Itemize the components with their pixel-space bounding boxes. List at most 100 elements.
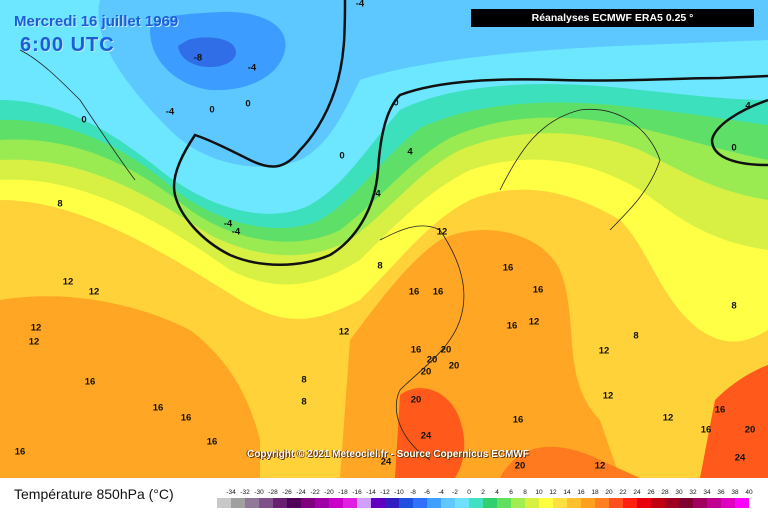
isotherm-label: 12 xyxy=(528,316,540,328)
legend-tick-label: 0 xyxy=(467,489,471,496)
legend-swatch xyxy=(315,498,329,508)
isotherm-label: 16 xyxy=(84,376,96,388)
legend-swatch xyxy=(469,498,483,508)
legend-tick-label: -6 xyxy=(424,489,430,496)
isotherm-label: 20 xyxy=(744,424,756,436)
isotherm-label: 8 xyxy=(377,260,383,272)
legend-swatch xyxy=(539,498,553,508)
legend-tick-label: -34 xyxy=(226,489,236,496)
zero-degree-isotherm xyxy=(172,0,768,266)
scandinavia-coast xyxy=(499,108,661,231)
isotherm-label: 16 xyxy=(506,320,518,332)
legend-tick-label: 12 xyxy=(549,489,557,496)
isotherm-label: 20 xyxy=(514,460,526,472)
isotherm-label: -4 xyxy=(247,62,257,74)
map-time: 6:00 UTC xyxy=(20,34,115,56)
legend-tick-label: 14 xyxy=(563,489,571,496)
isotherm-label: 12 xyxy=(30,322,42,334)
legend-swatch xyxy=(497,498,511,508)
legend-tick-label: -18 xyxy=(338,489,348,496)
isotherm-label: 12 xyxy=(88,286,100,298)
legend-tick-label: 16 xyxy=(577,489,585,496)
isotherm-label: 24 xyxy=(380,456,392,468)
legend-swatch xyxy=(721,498,735,508)
isotherm-label: 8 xyxy=(57,198,63,210)
isotherm-label: 12 xyxy=(662,412,674,424)
legend-tick-label: -10 xyxy=(394,489,404,496)
isotherm-label: 0 xyxy=(731,142,737,154)
isotherm-label: 12 xyxy=(436,226,448,238)
isotherm-label: 16 xyxy=(152,402,164,414)
legend-swatch xyxy=(385,498,399,508)
legend-swatch xyxy=(735,498,749,508)
isotherm-label: 0 xyxy=(245,98,251,110)
europe-coast xyxy=(379,225,465,461)
isotherm-label: 12 xyxy=(338,326,350,338)
isotherm-label: 4 xyxy=(407,146,413,158)
temperature-850hpa-map xyxy=(0,0,768,478)
legend-tick-label: -20 xyxy=(324,489,334,496)
isotherm-label: 12 xyxy=(594,460,606,472)
isotherm-label: -4 xyxy=(165,106,175,118)
legend-swatch xyxy=(231,498,245,508)
legend-tick-label: -16 xyxy=(352,489,362,496)
isotherm-label: 20 xyxy=(440,344,452,356)
legend-tick-label: 34 xyxy=(703,489,711,496)
legend-tick-label: -8 xyxy=(410,489,416,496)
isotherm-label: 16 xyxy=(14,446,26,458)
isotherm-label: 16 xyxy=(512,414,524,426)
legend-swatch xyxy=(245,498,259,508)
legend-swatch xyxy=(707,498,721,508)
isotherm-label: 16 xyxy=(206,436,218,448)
isotherm-label: 8 xyxy=(301,396,307,408)
zero-degree-isotherm-east xyxy=(710,98,768,167)
isotherm-label: 16 xyxy=(502,262,514,274)
legend-swatch xyxy=(287,498,301,508)
source-badge: Réanalyses ECMWF ERA5 0.25 ° xyxy=(471,9,754,27)
legend-swatch xyxy=(525,498,539,508)
orange-zone xyxy=(0,296,260,478)
legend-title: Température 850hPa (°C) xyxy=(14,486,174,502)
red-zone-east xyxy=(700,365,768,478)
legend-tick-label: -12 xyxy=(380,489,390,496)
legend-color-scale: -34 -32 -30 -28 -26 -24 -22 -20 -18 -16 -14 -12 -10-… xyxy=(217,489,753,508)
legend-tick-label: -14 xyxy=(366,489,376,496)
isotherm-label: 16 xyxy=(408,286,420,298)
legend-tick-label: 32 xyxy=(689,489,697,496)
isotherm-label: 12 xyxy=(598,345,610,357)
legend-swatch xyxy=(553,498,567,508)
legend-swatch xyxy=(441,498,455,508)
legend-tick-label: 8 xyxy=(523,489,527,496)
isotherm-label: 20 xyxy=(448,360,460,372)
legend-swatch xyxy=(371,498,385,508)
isotherm-label: 24 xyxy=(734,452,746,464)
legend-swatch xyxy=(679,498,693,508)
legend-tick-label: 30 xyxy=(675,489,683,496)
isotherm-label: 16 xyxy=(432,286,444,298)
legend-tick-label: -2 xyxy=(452,489,458,496)
legend-tick-label: 20 xyxy=(605,489,613,496)
legend-swatch xyxy=(693,498,707,508)
legend-tick-label: 26 xyxy=(647,489,655,496)
isotherm-label: 16 xyxy=(410,344,422,356)
legend-tick-label: -4 xyxy=(438,489,444,496)
legend-tick-label: 2 xyxy=(481,489,485,496)
legend-tick-label: 38 xyxy=(731,489,739,496)
legend-tick-label: -24 xyxy=(296,489,306,496)
legend-swatch xyxy=(511,498,525,508)
orange-zone-africa xyxy=(500,446,640,478)
legend-swatch xyxy=(595,498,609,508)
isotherm-label: 16 xyxy=(700,424,712,436)
isotherm-label: 20 xyxy=(410,394,422,406)
legend-swatch xyxy=(301,498,315,508)
legend-swatch xyxy=(427,498,441,508)
deep-blue-core xyxy=(178,37,236,68)
legend-tick-label: 4 xyxy=(495,489,499,496)
isotherm-label: -4 xyxy=(231,226,241,238)
legend-swatch xyxy=(581,498,595,508)
legend-swatch xyxy=(329,498,343,508)
color-legend: Température 850hPa (°C) -34 -32 -30 -28 -26-… xyxy=(0,478,768,512)
isotherm-label: 8 xyxy=(301,374,307,386)
legend-swatch xyxy=(609,498,623,508)
legend-swatch xyxy=(399,498,413,508)
